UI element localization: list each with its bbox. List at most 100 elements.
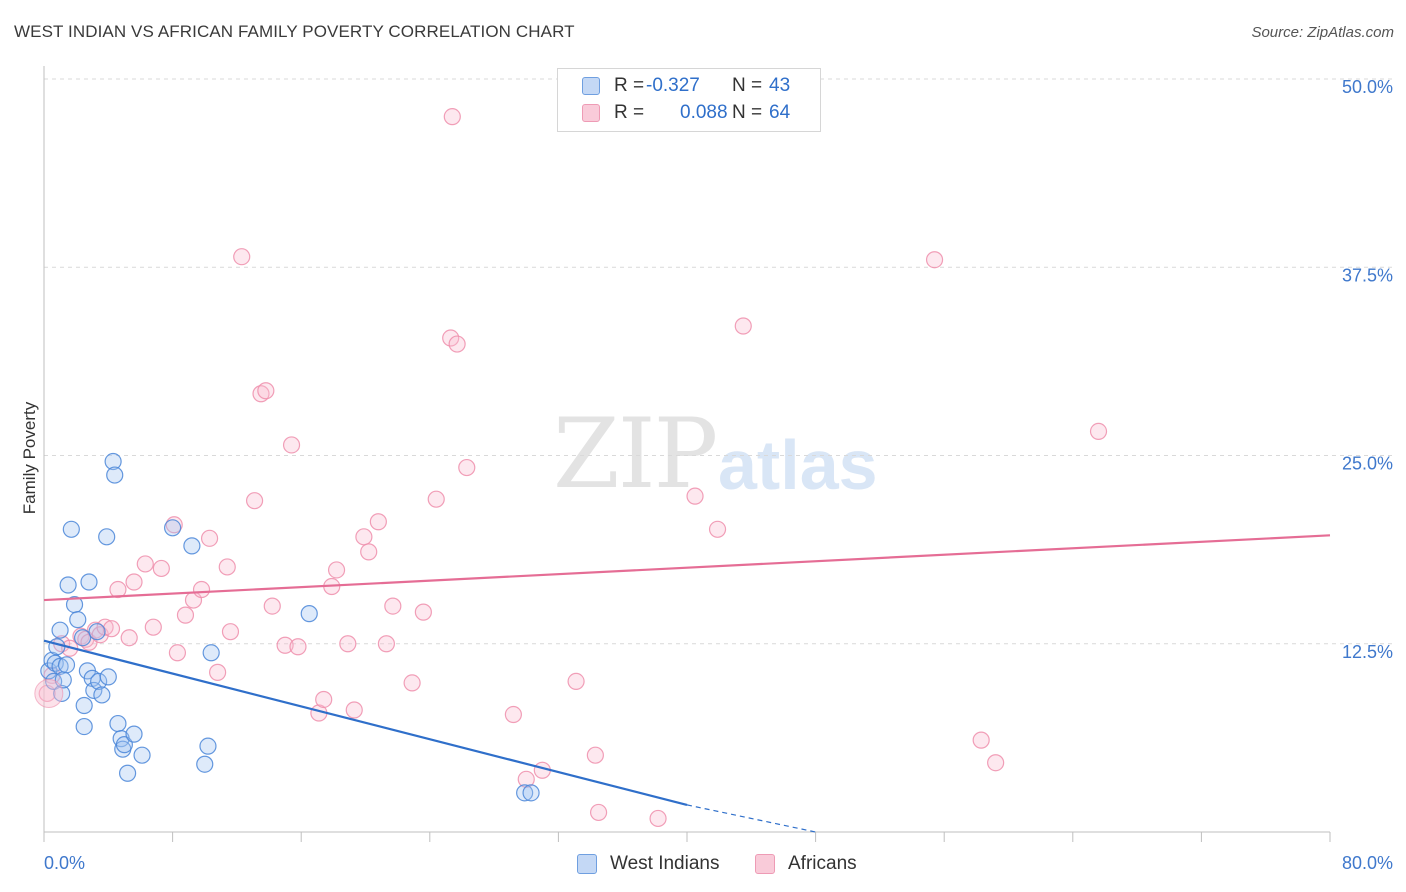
west-indian-point — [133, 746, 151, 764]
african-point — [282, 436, 301, 454]
x-tick-label: 0.0% — [44, 853, 85, 873]
legend-swatch-pink — [755, 854, 775, 874]
african-point — [176, 606, 195, 624]
series-legend: West Indians Africans — [0, 852, 1406, 876]
african-point — [925, 251, 944, 269]
african-point — [96, 618, 114, 636]
legend-n-label: N = — [732, 102, 763, 123]
african-point — [152, 559, 170, 578]
west-indian-point — [75, 717, 93, 736]
west-indian-point — [59, 576, 77, 594]
african-point — [125, 573, 143, 591]
african-point — [209, 663, 227, 681]
african-point — [384, 597, 402, 615]
african-point — [649, 809, 667, 828]
west-indian-point — [115, 736, 133, 754]
african-point — [221, 623, 240, 641]
west-indian-point — [93, 686, 111, 704]
african-point — [1089, 422, 1108, 441]
african-point — [192, 580, 211, 599]
west-indian-point — [85, 681, 103, 700]
legend-label-west-indians: West Indians — [610, 853, 720, 874]
west-indian-point — [51, 657, 69, 675]
legend-r-value: -0.327 — [646, 75, 700, 96]
y-tick-label: 50.0% — [1342, 77, 1393, 97]
african-point — [345, 701, 363, 719]
watermark-zip: ZIP — [553, 398, 718, 510]
african-point — [102, 620, 121, 638]
legend-label-africans: Africans — [788, 853, 857, 874]
west-indian-point — [202, 644, 220, 662]
african-point — [327, 561, 346, 579]
african-point — [517, 770, 535, 788]
west-indian-point — [48, 638, 66, 656]
west-indian-point — [53, 684, 71, 703]
african-point — [233, 248, 251, 266]
legend-swatch-blue — [582, 77, 600, 95]
african-point — [589, 803, 608, 822]
west-indian-point — [80, 573, 98, 591]
west-indian-trend-extension — [686, 804, 816, 833]
african-point — [586, 746, 604, 764]
african-point — [218, 558, 236, 576]
african-point — [289, 638, 307, 656]
west-indian-point — [75, 696, 93, 715]
african-point — [120, 629, 138, 647]
legend-r-label: R = — [614, 102, 645, 123]
west-indian-point — [109, 714, 127, 733]
y-tick-label: 25.0% — [1342, 454, 1393, 474]
african-point — [504, 705, 522, 724]
african-point — [355, 528, 373, 546]
african-point — [245, 492, 264, 510]
legend-swatch-blue — [577, 854, 597, 874]
african-point — [414, 603, 432, 621]
african-point — [257, 382, 275, 400]
african-point — [567, 672, 585, 691]
african-point — [448, 335, 466, 353]
west-indian-point — [196, 755, 214, 773]
west-indian-point — [125, 725, 143, 743]
west-indian-point — [90, 672, 108, 691]
west-indian-point — [106, 466, 124, 484]
african-point — [443, 108, 461, 126]
west-indian-point — [98, 528, 116, 546]
african-point — [315, 690, 333, 709]
legend-r-label: R = — [614, 75, 645, 96]
west-indian-point — [104, 452, 122, 471]
legend-n-value: 64 — [769, 102, 791, 123]
african-point — [109, 580, 127, 599]
correlation-legend: R = -0.327 N = 43 R = 0.088 N = 64 — [557, 68, 821, 132]
source-credit: Source: ZipAtlas.com — [1251, 24, 1394, 41]
african-point — [360, 543, 378, 561]
african-point — [987, 754, 1005, 772]
west-indian-point — [99, 668, 117, 686]
legend-r-value: 0.088 — [680, 102, 728, 123]
african-point — [686, 487, 704, 505]
african-point — [458, 458, 476, 477]
x-tick-label: 80.0% — [1342, 853, 1393, 873]
west-indian-point — [73, 629, 92, 647]
west-indian-point — [88, 623, 106, 641]
african-trend-line — [43, 534, 1331, 602]
legend-n-value: 43 — [769, 75, 791, 96]
west-indian-point — [516, 784, 534, 802]
west-indian-point — [164, 519, 182, 537]
west-indian-point — [199, 737, 217, 755]
west-indian-point — [62, 520, 80, 538]
african-point — [165, 516, 183, 534]
west-indian-point — [522, 784, 540, 802]
african-point — [972, 731, 990, 749]
west-indian-point — [69, 611, 87, 629]
west-indian-point — [183, 537, 201, 555]
african-point — [708, 520, 727, 538]
african-point — [427, 490, 445, 508]
african-point — [403, 674, 421, 692]
african-point — [339, 635, 357, 653]
african-point — [200, 529, 219, 547]
y-tick-label: 37.5% — [1342, 265, 1393, 285]
west-indian-point — [57, 656, 76, 674]
african-point — [442, 329, 460, 347]
y-tick-label: 12.5% — [1342, 642, 1393, 662]
african-point — [276, 636, 294, 654]
